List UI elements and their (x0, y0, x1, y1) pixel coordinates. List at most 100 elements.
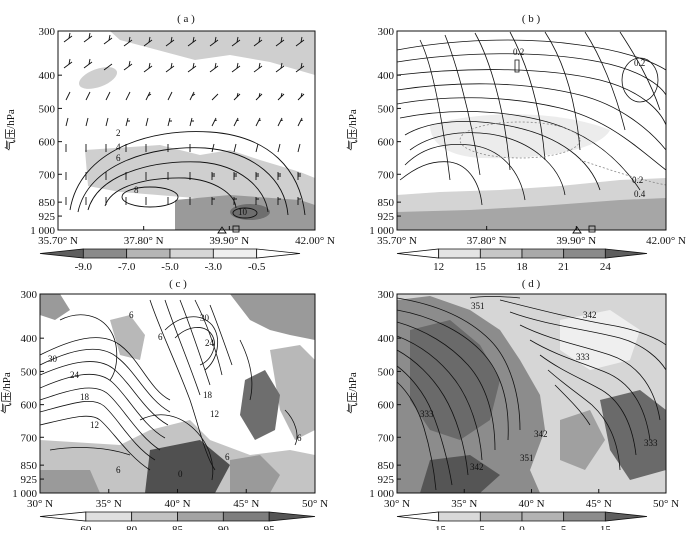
panel-b-ylabel: 气压/hPa (345, 109, 359, 151)
square-marker (232, 225, 240, 233)
y-tick-label: 500 (378, 103, 395, 115)
x-tick-label: 37.80° N (124, 235, 164, 247)
contour-label: 342 (534, 429, 548, 439)
colorbar-segment (177, 511, 224, 522)
x-tick-label: 30° N (27, 498, 53, 510)
panel-c-xticks: 30° N 35° N 40° N 45° N 50° N (27, 489, 328, 510)
colorbar-tick-label: 0 (519, 524, 525, 530)
y-tick-label: 500 (378, 366, 395, 378)
contour-label: 6 (297, 433, 302, 443)
contour-label: 342 (583, 310, 597, 320)
x-tick-label: 50° N (653, 498, 679, 510)
colorbar-tick-label: -5 (476, 524, 486, 530)
shade-region (110, 31, 315, 75)
panel-a-xticks: 35.70° N 37.80° N 39.90° N 42.00° N (38, 226, 335, 247)
contour-label: 6 (225, 452, 230, 462)
panel-a-label: ( a ) (177, 13, 195, 25)
y-tick-label: 1 000 (12, 488, 37, 500)
y-tick-label: 925 (378, 211, 395, 223)
contour-label: 18 (203, 390, 213, 400)
x-tick-label: 42.00° N (646, 235, 686, 247)
y-tick-label: 1 000 (30, 225, 55, 237)
y-tick-label: 400 (378, 70, 395, 82)
y-tick-label: 1 000 (369, 225, 394, 237)
y-tick-label: 925 (39, 211, 56, 223)
colorbar-segment (521, 511, 565, 522)
colorbar-segment (212, 248, 258, 259)
y-tick-label: 850 (378, 460, 395, 472)
panel-b: ( b ) (345, 13, 686, 273)
y-tick-label: 925 (378, 474, 395, 486)
colorbar-tick-label: -15 (431, 524, 446, 530)
colorbar-tick-label: 90 (218, 524, 230, 530)
y-tick-label: 300 (21, 289, 38, 301)
panel-a-colorbar: -9.0 -7.0 -5.0 -3.0 -0.5 (39, 248, 301, 273)
colorbar-tick-label: -0.5 (248, 261, 266, 273)
y-tick-label: 600 (39, 137, 56, 149)
colorbar-segment (563, 248, 606, 259)
x-tick-label: 35° N (96, 498, 122, 510)
y-tick-label: 500 (39, 103, 56, 115)
x-tick-label: 45° N (586, 498, 612, 510)
x-tick-label: 50° N (302, 498, 328, 510)
contour-label: 2 (116, 128, 121, 138)
panel-b-xticks: 35.70° N 37.80° N 39.90° N 42.00° N (377, 226, 686, 247)
panel-d-yticks: 300 400 500 600 700 850 925 1 000 (369, 289, 401, 500)
colorbar-tick-label: 24 (600, 261, 612, 273)
colorbar-tick-label: 95 (264, 524, 276, 530)
contour-label: 6 (116, 153, 121, 163)
x-tick-label: 39.90° N (209, 235, 249, 247)
colorbar-segment (39, 511, 87, 522)
y-tick-label: 400 (39, 70, 56, 82)
panel-c-plot (40, 294, 315, 493)
panel-b-yticks: 300 400 500 600 700 850 925 1 000 (369, 26, 401, 237)
colorbar-segment (479, 511, 523, 522)
x-tick-label: 35.70° N (38, 235, 78, 247)
colorbar-segment (268, 511, 316, 522)
y-tick-label: 600 (378, 400, 395, 412)
panel-c: ( c ) (0, 278, 328, 535)
colorbar-segment (396, 511, 440, 522)
contour-label: 18 (80, 392, 90, 402)
y-tick-label: 850 (378, 197, 395, 209)
colorbar-segment (169, 248, 214, 259)
contour-label: 24 (205, 338, 215, 348)
colorbar-segment (126, 248, 171, 259)
x-tick-label: 30° N (384, 498, 410, 510)
panel-a: ( a ) (3, 13, 335, 273)
panel-d-label: ( d ) (522, 278, 541, 290)
x-tick-label: 42.00° N (295, 235, 335, 247)
y-tick-label: 600 (21, 400, 38, 412)
contour-label: 6 (116, 465, 121, 475)
colorbar-segment (222, 511, 270, 522)
panel-a-yticks: 300 400 500 600 700 850 925 1 000 (30, 26, 62, 237)
contour-label: 0.4 (634, 189, 646, 199)
colorbar-segment (521, 248, 565, 259)
y-tick-label: 500 (21, 366, 38, 378)
contour-label: 342 (470, 462, 484, 472)
contour-label: 333 (644, 438, 658, 448)
x-tick-label: 45° N (233, 498, 259, 510)
panel-a-frame (57, 30, 316, 231)
colorbar-segment (438, 248, 481, 259)
colorbar-segment (131, 511, 178, 522)
colorbar-segment (82, 248, 128, 259)
panel-a-plot (58, 31, 315, 230)
colorbar-tick-label: 5 (561, 524, 567, 530)
y-tick-label: 850 (39, 197, 56, 209)
contour-label: 6 (129, 310, 134, 320)
colorbar-segment (563, 511, 606, 522)
colorbar-segment (604, 511, 648, 522)
y-tick-label: 700 (39, 169, 56, 181)
panel-d-xticks: 30° N 35° N 40° N 45° N 50° N (384, 489, 679, 510)
contour-label: 0.2 (632, 175, 643, 185)
colorbar-tick-label: 80 (126, 524, 138, 530)
colorbar-segment (256, 248, 301, 259)
x-tick-label: 39.90° N (556, 235, 596, 247)
contour-label: 0.2 (513, 47, 524, 57)
panel-d: ( d ) (345, 278, 679, 535)
contour-label: 10 (238, 207, 248, 217)
contour-label: 0.2 (634, 58, 645, 68)
colorbar-tick-label: -9.0 (75, 261, 93, 273)
